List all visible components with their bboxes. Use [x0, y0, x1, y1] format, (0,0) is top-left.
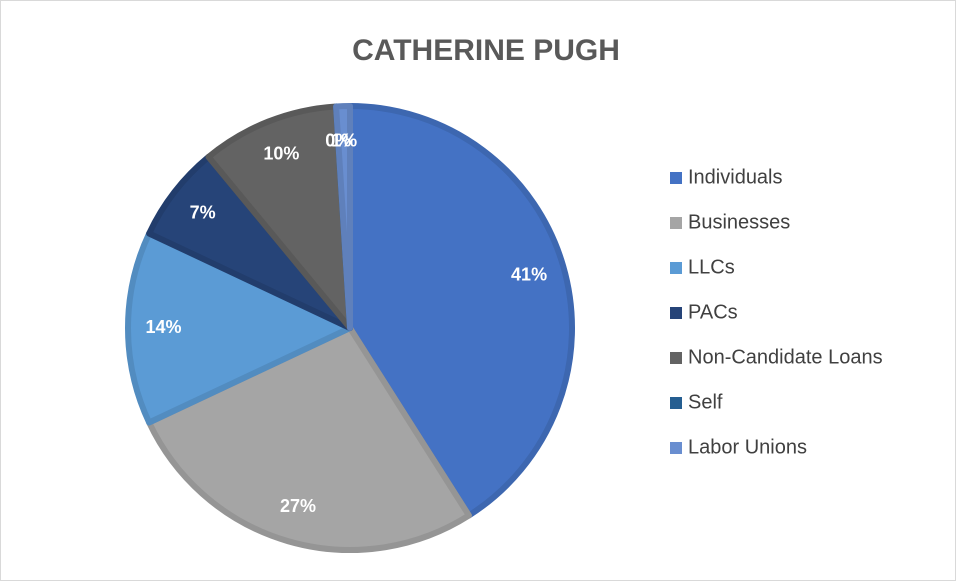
pie-slice: [205, 103, 353, 331]
legend-label: Businesses: [688, 211, 790, 233]
data-label: 41%: [511, 265, 547, 285]
pie-slice: [146, 325, 472, 553]
data-label: 27%: [280, 496, 316, 516]
pie-slice: [333, 103, 353, 331]
legend-swatch: [670, 352, 682, 364]
legend-label: LLCs: [688, 256, 735, 278]
legend-label: Labor Unions: [688, 436, 807, 458]
legend-label: Non-Candidate Loans: [688, 346, 883, 368]
legend-swatch: [670, 397, 682, 409]
legend-swatch: [670, 442, 682, 454]
data-label: 10%: [263, 143, 299, 163]
legend-label: PACs: [688, 301, 738, 323]
data-label: 0%: [325, 131, 351, 151]
legend-swatch: [670, 307, 682, 319]
legend-swatch: [670, 262, 682, 274]
legend-label: Individuals: [688, 166, 783, 188]
pie-slice: [125, 230, 353, 426]
legend-label: Self: [688, 391, 723, 413]
data-label: 1%: [331, 130, 357, 150]
chart-title: CATHERINE PUGH: [352, 34, 620, 67]
data-label: 7%: [190, 202, 216, 222]
legend-swatch: [670, 172, 682, 184]
legend-swatch: [670, 217, 682, 229]
data-label: 14%: [146, 317, 182, 337]
